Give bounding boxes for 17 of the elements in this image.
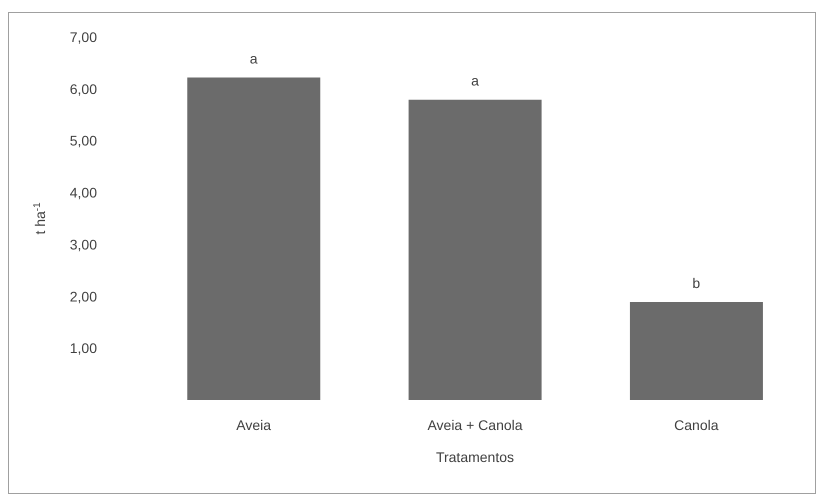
y-tick-label: 3,00 bbox=[70, 236, 98, 252]
annotation: a bbox=[250, 50, 258, 66]
x-axis-title: Tratamentos bbox=[436, 449, 514, 465]
y-tick-label: 6,00 bbox=[70, 80, 98, 97]
y-tick-label: 5,00 bbox=[70, 132, 98, 149]
y-tick-label: 4,00 bbox=[70, 184, 98, 201]
bar bbox=[408, 100, 542, 400]
bar bbox=[630, 302, 763, 400]
y-tick-label: 2,00 bbox=[70, 288, 98, 304]
annotation: a bbox=[471, 72, 480, 89]
y-tick-label: 7,00 bbox=[70, 28, 98, 45]
x-tick-label: Aveia + Canola bbox=[427, 416, 523, 433]
y-tick-label: 1,00 bbox=[70, 340, 98, 356]
x-tick-label: Canola bbox=[674, 416, 719, 433]
bar bbox=[187, 77, 320, 400]
x-tick-label: Aveia bbox=[236, 416, 272, 433]
annotation: b bbox=[692, 274, 700, 291]
